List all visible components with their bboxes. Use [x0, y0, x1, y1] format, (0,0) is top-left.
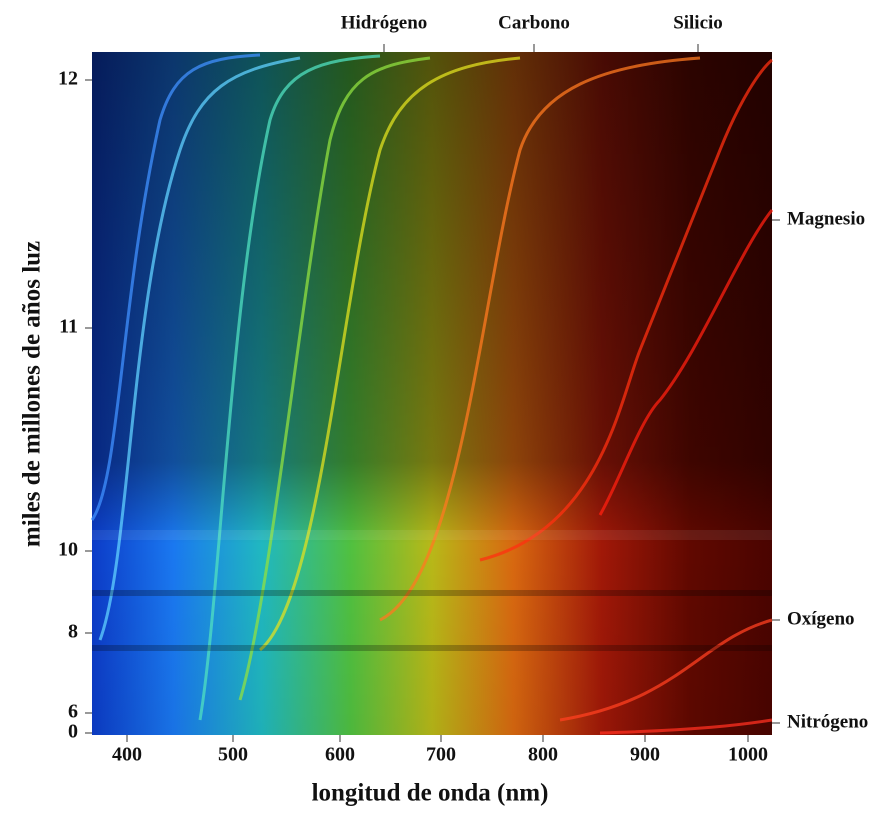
y-tick-label: 6: [68, 701, 78, 723]
top-label: Hidrógeno: [341, 12, 428, 33]
right-label: Nitrógeno: [787, 711, 868, 732]
x-tick-label: 600: [325, 744, 355, 766]
right-label: Oxígeno: [787, 608, 855, 629]
top-label: Silicio: [673, 12, 723, 33]
x-tick-label: 500: [218, 744, 248, 766]
y-tick-label: 8: [68, 621, 78, 643]
x-tick-label: 900: [630, 744, 660, 766]
spectrum-image: [90, 52, 774, 735]
y-axis-label: miles de millones de años luz: [19, 241, 46, 547]
x-tick-label: 1000: [728, 744, 768, 766]
x-axis-label: longitud de onda (nm): [312, 780, 549, 807]
y-tick-label: 0: [68, 721, 78, 743]
right-label: Magnesio: [787, 208, 865, 229]
y-tick-label: 10: [58, 539, 78, 561]
top-label: Carbono: [498, 12, 570, 33]
x-tick-label: 400: [112, 744, 142, 766]
x-tick-label: 800: [528, 744, 558, 766]
y-tick-label: 12: [58, 68, 78, 90]
x-tick-label: 700: [426, 744, 456, 766]
y-tick-label: 11: [59, 316, 78, 338]
